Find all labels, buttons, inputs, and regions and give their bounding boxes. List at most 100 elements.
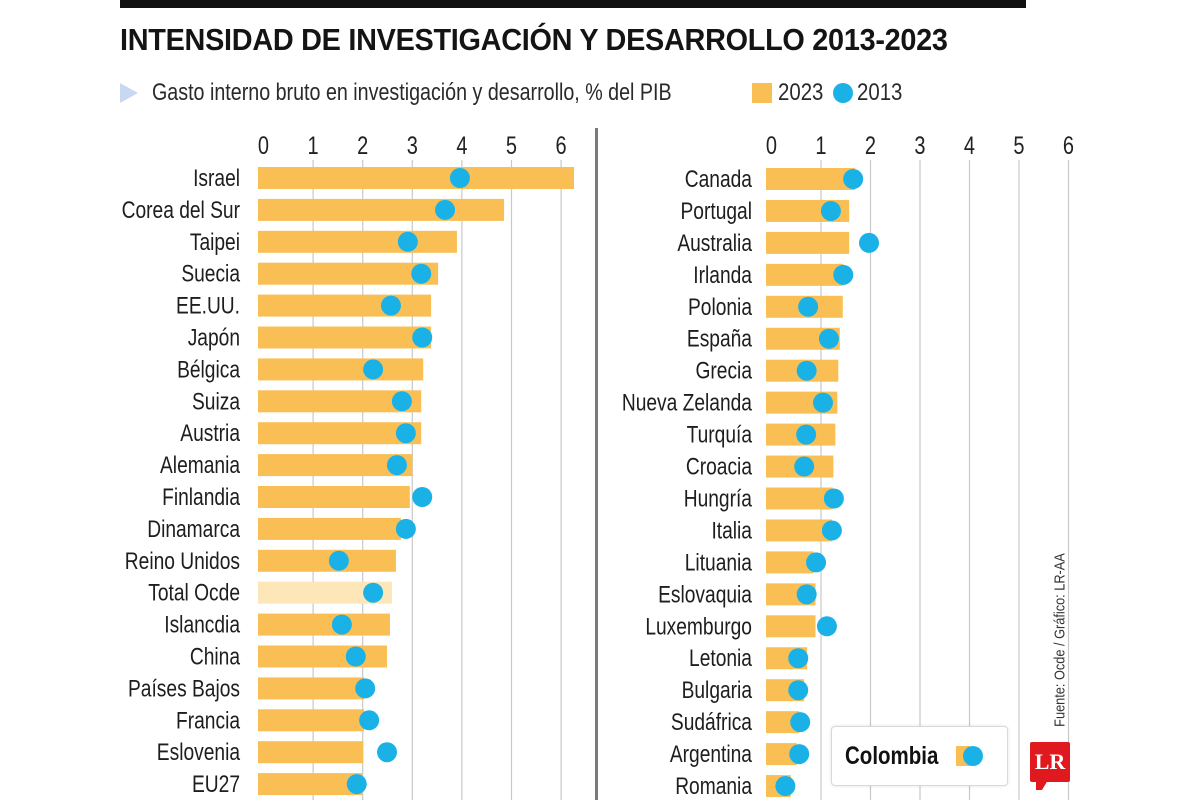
dot-2013 [363, 582, 384, 603]
category-label: Corea del Sur [122, 196, 240, 224]
category-label: Turquía [687, 421, 753, 449]
category-label: Lituania [685, 548, 753, 576]
dot-2013 [359, 710, 380, 731]
category-label: Islancdia [164, 611, 241, 639]
dot-2013 [328, 550, 349, 571]
dot-2013 [331, 614, 352, 635]
chart-subtitle: Gasto interno bruto en investigación y d… [152, 79, 672, 106]
dot-2013 [790, 712, 811, 733]
dot-2013 [820, 200, 841, 221]
bar-2023 [766, 519, 832, 542]
lr-logo-tail [1036, 780, 1048, 790]
dot-2013 [412, 487, 433, 507]
dot-2013 [386, 455, 407, 476]
dot-2013 [380, 295, 401, 316]
category-label: Australia [677, 229, 752, 257]
panel-divider [595, 128, 598, 800]
dot-2013 [796, 360, 817, 381]
category-label: Países Bajos [128, 674, 240, 702]
dot-2013 [816, 616, 837, 637]
dot-2013 [395, 423, 416, 444]
bar-2023 [766, 743, 797, 766]
dot-2013 [806, 552, 827, 573]
dot-2013 [821, 520, 842, 541]
legend-label-2023: 2023 [778, 79, 824, 106]
bar-2023 [258, 262, 439, 285]
category-label: EU27 [192, 770, 240, 798]
colombia-dot-2013 [963, 746, 983, 766]
lr-logo: LR [1030, 742, 1070, 782]
category-label: Argentina [670, 740, 753, 768]
dot-2013 [833, 264, 854, 285]
dot-2013 [355, 678, 376, 699]
x-tick-label: 6 [556, 132, 567, 160]
x-tick-label: 5 [1013, 132, 1024, 160]
dot-2013 [775, 776, 796, 797]
category-label: Reino Unidos [125, 547, 240, 575]
category-label: Portugal [681, 197, 752, 225]
bar-2023 [258, 326, 432, 349]
colombia-bar-2023 [956, 746, 983, 766]
bar-2023 [258, 549, 396, 572]
bar-2023 [258, 422, 422, 445]
dot-2013 [788, 648, 809, 669]
bar-2023 [258, 358, 424, 381]
x-tick-label: 2 [865, 132, 876, 160]
dot-2013 [449, 168, 470, 188]
category-label: Hungría [684, 484, 753, 512]
category-label: Grecia [695, 357, 752, 385]
bar-2023 [258, 613, 390, 636]
category-label: Sudáfrica [671, 708, 753, 736]
dot-2013 [397, 231, 418, 252]
dot-2013 [843, 169, 864, 189]
dot-2013 [377, 742, 398, 763]
bar-2023 [766, 615, 816, 638]
dot-2013 [794, 456, 815, 477]
bar-2023 [766, 263, 844, 286]
bar-2023 [258, 741, 364, 764]
legend-label-2013: 2013 [857, 79, 903, 106]
bar-2023 [258, 390, 422, 413]
dot-2013 [412, 327, 433, 348]
dot-2013 [395, 518, 416, 539]
dot-2013 [796, 584, 817, 605]
dot-2013 [812, 392, 833, 413]
x-tick-label: 4 [964, 132, 975, 160]
dot-2013 [411, 263, 432, 284]
bar-2023 [766, 711, 800, 734]
chart-title: INTENSIDAD DE INVESTIGACIÓN Y DESARROLLO… [120, 22, 948, 57]
category-label: China [190, 642, 241, 670]
dot-2013 [823, 488, 844, 509]
bar-2023 [766, 231, 850, 254]
bar-2023 [258, 517, 401, 540]
x-tick-label: 3 [407, 132, 418, 160]
colombia-label: Colombia [845, 741, 939, 770]
category-label: Romania [675, 772, 753, 800]
category-label: Eslovaquia [658, 580, 753, 608]
category-label: Suecia [181, 260, 240, 288]
category-label: Japón [188, 323, 240, 351]
x-tick-label: 2 [357, 132, 368, 160]
legend-item-2013: 2013 [833, 79, 910, 107]
dot-2013 [346, 774, 367, 795]
category-label: Eslovenia [157, 738, 241, 766]
x-tick-label: 1 [815, 132, 826, 160]
x-tick-label: 4 [456, 132, 467, 160]
x-tick-label: 1 [308, 132, 319, 160]
dot-2013 [798, 296, 819, 317]
category-label: Bulgaria [682, 676, 753, 704]
bar-2023 [258, 454, 413, 477]
bar-2023 [258, 167, 574, 189]
category-label: Bélgica [177, 355, 241, 383]
category-label: Alemania [160, 451, 241, 479]
category-label: Total Ocde [148, 579, 240, 607]
category-label: Dinamarca [147, 515, 241, 543]
legend-item-2023: 2023 [752, 79, 831, 107]
category-label: Francia [176, 706, 241, 734]
category-label: España [687, 325, 753, 353]
dot-2013 [789, 744, 810, 765]
dot-2013 [363, 359, 384, 380]
bar-2023 [258, 294, 432, 317]
legend-circle-icon [833, 83, 854, 103]
